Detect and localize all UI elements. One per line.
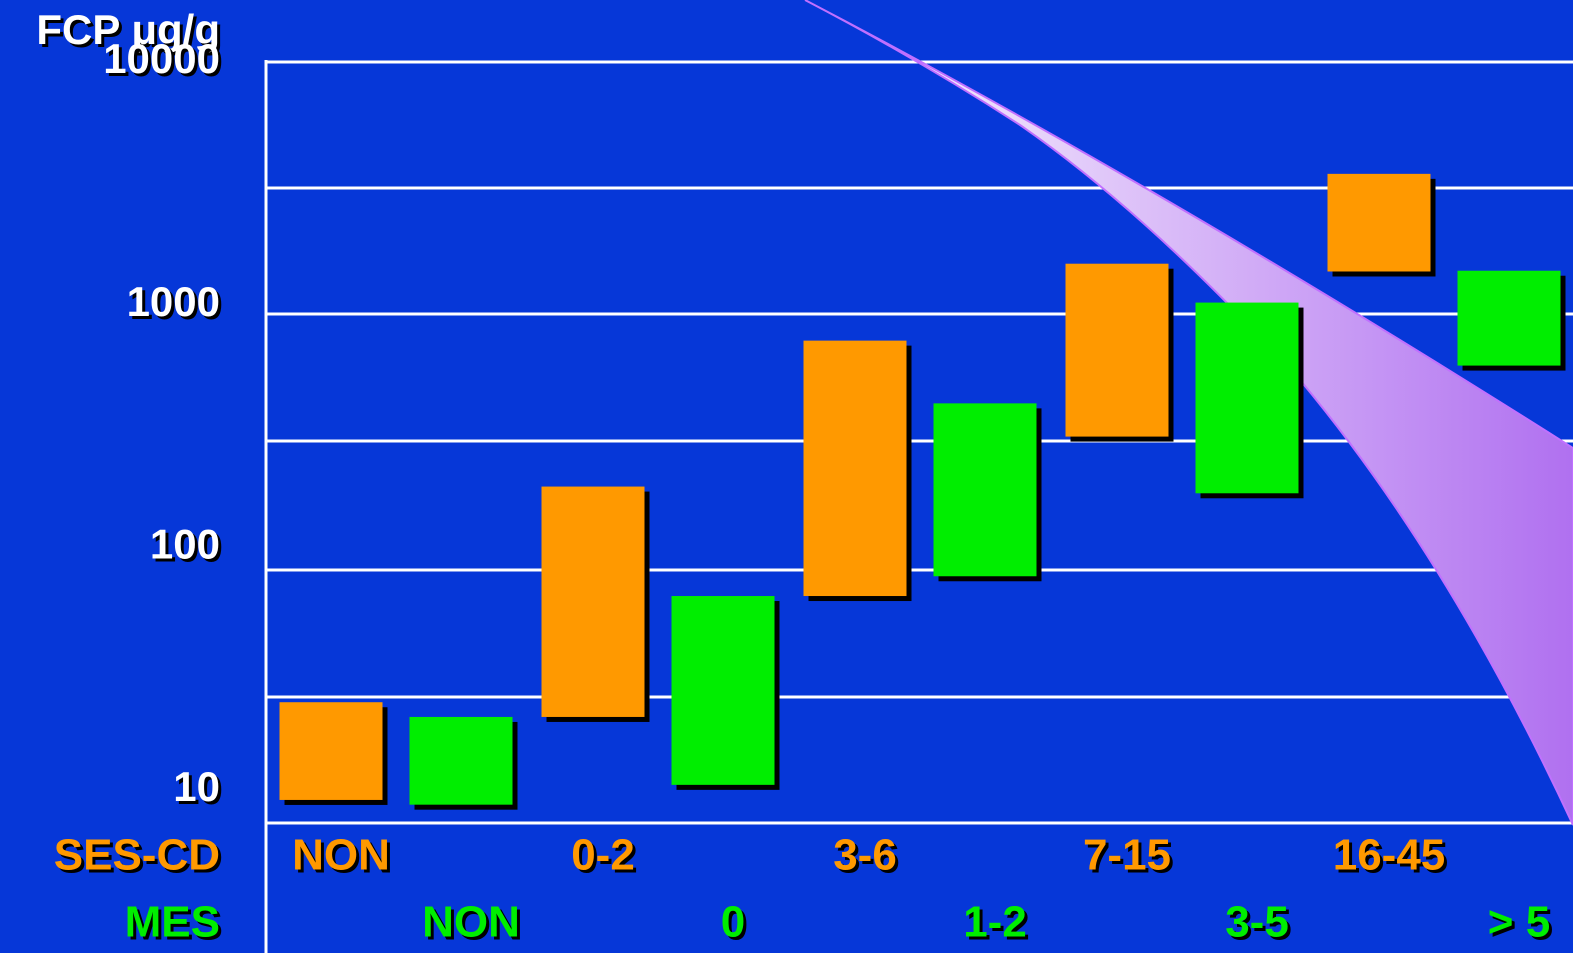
bar: [1065, 263, 1169, 437]
bar: [409, 716, 513, 805]
legend-label: MES: [125, 898, 220, 947]
bar: [279, 702, 383, 800]
bar: [1195, 302, 1299, 494]
x-tick-label: 3-5: [1225, 898, 1289, 947]
bar: [541, 486, 645, 717]
legend-label: SES-CD: [54, 831, 220, 880]
x-tick-label: NON: [422, 898, 520, 947]
y-tick-label: 10: [173, 763, 220, 810]
bars: [279, 173, 1566, 810]
y-tick-label: 100: [150, 520, 220, 567]
bar: [803, 340, 907, 597]
y-axis-title: FCP μg/g: [36, 6, 220, 53]
y-tick-label: 1000: [127, 278, 220, 325]
y-tick-label: 10000: [103, 35, 220, 82]
x-tick-label: 0: [721, 898, 745, 947]
bar: [671, 596, 775, 785]
trend-wedge: [804, 0, 1573, 826]
grid: [264, 60, 1573, 953]
bar: [1457, 270, 1561, 366]
x-tick-label: 7-15: [1083, 831, 1171, 880]
x-tick-label: > 5: [1488, 898, 1550, 947]
x-tick-label: 1-2: [963, 898, 1027, 947]
x-tick-label: 16-45: [1333, 831, 1446, 880]
bar: [1327, 173, 1431, 272]
bar: [933, 403, 1037, 577]
x-tick-label: NON: [292, 831, 390, 880]
x-tick-label: 0-2: [571, 831, 635, 880]
x-tick-label: 3-6: [833, 831, 897, 880]
